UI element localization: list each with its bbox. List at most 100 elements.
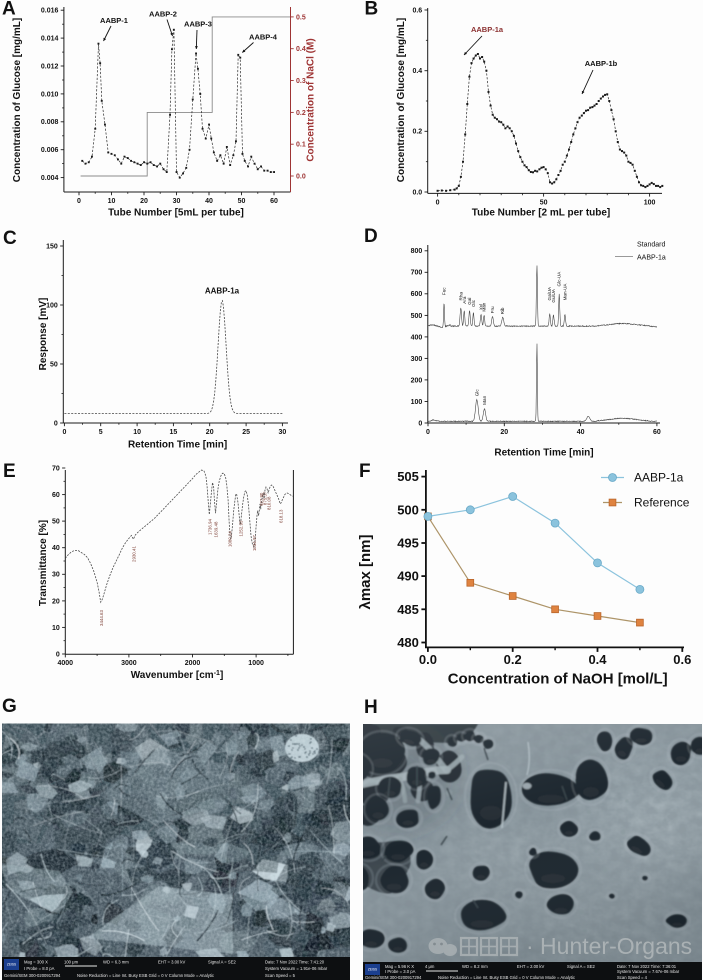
svg-text:D: D bbox=[364, 226, 378, 247]
svg-text:AABP-1a: AABP-1a bbox=[471, 25, 504, 34]
svg-text:0: 0 bbox=[62, 429, 66, 436]
svg-text:· Hunter-Organs: · Hunter-Organs bbox=[526, 933, 692, 959]
svg-text:10: 10 bbox=[52, 625, 60, 632]
svg-text:100: 100 bbox=[46, 302, 58, 309]
svg-text:0.0: 0.0 bbox=[419, 652, 437, 667]
svg-text:50: 50 bbox=[238, 198, 246, 205]
svg-text:0.4: 0.4 bbox=[296, 46, 306, 53]
svg-text:60: 60 bbox=[52, 492, 60, 499]
svg-text:100 μm: 100 μm bbox=[64, 960, 79, 965]
svg-text:AABP-1a: AABP-1a bbox=[634, 471, 684, 485]
svg-text:30: 30 bbox=[52, 572, 60, 579]
svg-text:System Vacuum = 7.67e-06 mbar: System Vacuum = 7.67e-06 mbar bbox=[617, 969, 680, 974]
svg-text:Response [mV]: Response [mV] bbox=[38, 298, 49, 371]
svg-text:AABP-1b: AABP-1b bbox=[585, 59, 618, 68]
svg-text:Gal: Gal bbox=[467, 298, 472, 305]
svg-text:300: 300 bbox=[411, 356, 423, 363]
svg-text:505: 505 bbox=[397, 469, 419, 484]
svg-text:Gemini/SEM 300-0200917294: Gemini/SEM 300-0200917294 bbox=[4, 973, 61, 978]
svg-text:500: 500 bbox=[397, 502, 419, 517]
svg-text:700: 700 bbox=[411, 270, 423, 277]
svg-text:A: A bbox=[2, 0, 16, 20]
svg-text:200: 200 bbox=[411, 377, 423, 384]
svg-text:400: 400 bbox=[411, 334, 423, 341]
svg-text:Rib: Rib bbox=[500, 307, 505, 314]
svg-text:Ara: Ara bbox=[462, 296, 467, 304]
svg-text:60: 60 bbox=[653, 429, 661, 436]
svg-text:I Probe = 3.0 pA: I Probe = 3.0 pA bbox=[385, 969, 416, 974]
svg-text:GulUA: GulUA bbox=[551, 288, 556, 302]
svg-text:0.0: 0.0 bbox=[412, 189, 422, 196]
svg-text:Concentration of NaOH [mol/L]: Concentration of NaOH [mol/L] bbox=[448, 671, 668, 688]
svg-text:Reference: Reference bbox=[634, 496, 690, 510]
svg-text:EHT = 3.00 kV: EHT = 3.00 kV bbox=[158, 960, 185, 965]
svg-text:GalUA: GalUA bbox=[547, 286, 552, 300]
svg-text:0: 0 bbox=[426, 429, 430, 436]
svg-text:50: 50 bbox=[52, 519, 60, 526]
svg-text:800: 800 bbox=[411, 248, 423, 255]
svg-text:System Vacuum = 1.91e-06 mbar: System Vacuum = 1.91e-06 mbar bbox=[265, 966, 328, 971]
svg-text:Mag = 300 X: Mag = 300 X bbox=[24, 960, 48, 965]
svg-text:λmax [nm]: λmax [nm] bbox=[357, 534, 374, 609]
svg-text:Noise Reduction = Line Int. Bu: Noise Reduction = Line Int. Busy ESB Gri… bbox=[438, 975, 575, 980]
svg-text:Standard: Standard bbox=[637, 242, 666, 249]
svg-text:Retention Time [min]: Retention Time [min] bbox=[128, 440, 227, 451]
svg-text:Fru: Fru bbox=[490, 306, 495, 313]
svg-text:4000: 4000 bbox=[58, 660, 74, 667]
svg-text:Man: Man bbox=[482, 302, 487, 311]
svg-text:0.014: 0.014 bbox=[41, 36, 59, 43]
svg-text:100: 100 bbox=[411, 399, 423, 406]
svg-text:AABP-4: AABP-4 bbox=[249, 33, 278, 42]
svg-text:40: 40 bbox=[205, 198, 213, 205]
svg-text:1252.93: 1252.93 bbox=[238, 520, 243, 536]
svg-text:40: 40 bbox=[577, 429, 585, 436]
svg-text:Concentration of Glucose [mg/m: Concentration of Glucose [mg/mL] bbox=[396, 18, 407, 182]
svg-text:40: 40 bbox=[52, 545, 60, 552]
svg-text:0.6: 0.6 bbox=[673, 652, 691, 667]
svg-text:927.80: 927.80 bbox=[259, 492, 264, 506]
svg-text:Man-UA: Man-UA bbox=[562, 283, 567, 301]
svg-text:480: 480 bbox=[397, 635, 419, 650]
svg-text:B: B bbox=[365, 0, 379, 20]
svg-text:I Probe = 8.0 pA: I Probe = 8.0 pA bbox=[24, 966, 55, 971]
svg-text:ZEISS: ZEISS bbox=[368, 968, 377, 972]
svg-text:AABP-1: AABP-1 bbox=[100, 16, 128, 25]
svg-text:G: G bbox=[2, 696, 17, 717]
svg-text:WD = 8.2 mm: WD = 8.2 mm bbox=[462, 964, 488, 969]
svg-text:Tube Number [5mL per tube]: Tube Number [5mL per tube] bbox=[108, 208, 244, 219]
svg-text:4 μm: 4 μm bbox=[425, 964, 435, 969]
svg-text:0.004: 0.004 bbox=[41, 175, 59, 182]
svg-text:0.5: 0.5 bbox=[296, 14, 306, 21]
svg-text:0: 0 bbox=[77, 198, 81, 205]
svg-text:1000: 1000 bbox=[248, 660, 264, 667]
svg-text:500: 500 bbox=[411, 313, 423, 320]
svg-text:Tube Number [2 mL per tube]: Tube Number [2 mL per tube] bbox=[472, 208, 611, 219]
svg-text:3444.63: 3444.63 bbox=[99, 610, 104, 626]
svg-text:WD = 6.3 mm: WD = 6.3 mm bbox=[103, 960, 129, 965]
svg-text:0.010: 0.010 bbox=[41, 91, 59, 98]
svg-text:Fuc: Fuc bbox=[441, 287, 446, 295]
svg-text:0.012: 0.012 bbox=[41, 63, 59, 70]
svg-text:10: 10 bbox=[133, 429, 141, 436]
svg-text:0.0: 0.0 bbox=[296, 173, 306, 180]
svg-text:Rha: Rha bbox=[458, 292, 463, 301]
svg-text:F: F bbox=[359, 461, 371, 482]
svg-text:0.4: 0.4 bbox=[588, 652, 607, 667]
svg-text:875.37: 875.37 bbox=[262, 491, 267, 505]
svg-text:Noise Reduction = Line Int. Bu: Noise Reduction = Line Int. Busy ESB Gri… bbox=[77, 973, 214, 978]
svg-text:0.006: 0.006 bbox=[41, 147, 59, 154]
svg-text:Signal A = SE2: Signal A = SE2 bbox=[208, 960, 236, 965]
svg-text:50: 50 bbox=[50, 361, 58, 368]
svg-text:10: 10 bbox=[108, 198, 116, 205]
svg-text:20: 20 bbox=[52, 598, 60, 605]
svg-text:E: E bbox=[3, 461, 16, 482]
svg-text:0.1: 0.1 bbox=[296, 142, 306, 149]
svg-text:810.08: 810.08 bbox=[266, 496, 271, 510]
svg-text:495: 495 bbox=[397, 536, 419, 551]
svg-text:Date: 7 Nov 2022 Time: 7:36:0: Date: 7 Nov 2022 Time: 7:36:01 bbox=[617, 964, 677, 969]
svg-text:Retention Time [min]: Retention Time [min] bbox=[494, 448, 593, 459]
svg-text:Glc: Glc bbox=[474, 389, 479, 397]
svg-text:100: 100 bbox=[644, 199, 656, 206]
svg-text:1639.48: 1639.48 bbox=[214, 521, 219, 537]
svg-text:0.2: 0.2 bbox=[504, 652, 522, 667]
